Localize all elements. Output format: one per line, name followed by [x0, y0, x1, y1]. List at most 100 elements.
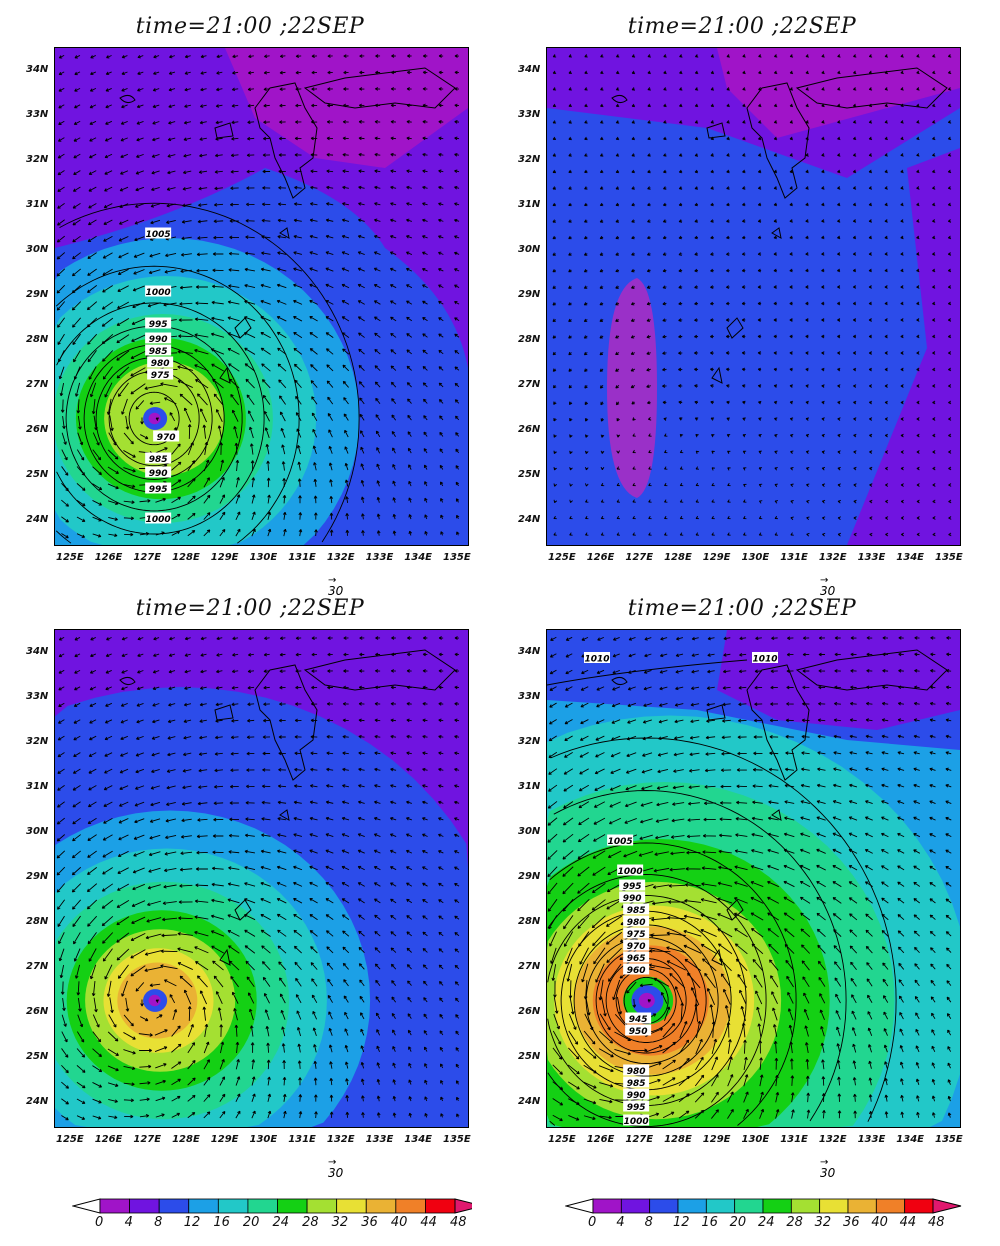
- wind-arrow: [389, 866, 397, 871]
- wind-arrow: [727, 1074, 734, 1087]
- lat-tick-label: 31N: [518, 781, 541, 792]
- isobar-label-box: [145, 344, 172, 356]
- wind-arrow: [358, 152, 365, 157]
- wind-arrow: [359, 636, 365, 640]
- colorbar-label: 16: [701, 1215, 718, 1230]
- wind-arrow: [800, 912, 811, 921]
- wind-arrow: [406, 120, 412, 124]
- wind-arrow: [261, 833, 271, 838]
- wind-arrow: [454, 185, 460, 190]
- wind-arrow: [548, 768, 558, 775]
- wind-arrow: [612, 979, 621, 1001]
- wind-arrow: [376, 530, 381, 536]
- wind-arrow: [125, 415, 130, 430]
- wind-arrow: [169, 412, 176, 422]
- wind-arrow: [598, 1065, 614, 1073]
- wind-arrow: [837, 285, 841, 289]
- wind-arrow: [344, 429, 349, 438]
- wind-arrow: [600, 482, 605, 487]
- wind-arrow: [655, 834, 669, 840]
- wind-arrow: [773, 1040, 778, 1054]
- wind-arrow: [116, 948, 130, 961]
- wind-arrow: [171, 443, 181, 455]
- wind-arrow: [438, 235, 444, 239]
- wind-arrow: [406, 284, 413, 289]
- wind-arrow: [107, 1031, 119, 1042]
- wind-arrow: [832, 800, 842, 804]
- wind-arrow: [678, 351, 683, 355]
- wind-arrow: [616, 996, 623, 1015]
- wind-arrow: [343, 413, 349, 421]
- wind-arrow: [802, 702, 810, 706]
- wind-arrow: [929, 914, 936, 920]
- wind-arrow: [727, 1091, 734, 1103]
- colorbar-label: 44: [899, 1215, 917, 1230]
- wind-arrow: [278, 735, 286, 739]
- wind-arrow: [326, 169, 334, 174]
- wind-arrow: [647, 169, 651, 174]
- wind-arrow: [374, 169, 381, 173]
- lon-tick-label: 128E: [664, 1134, 692, 1145]
- wind-arrow: [789, 169, 793, 174]
- wind-arrow: [741, 235, 746, 240]
- wind-arrow: [359, 995, 365, 1003]
- wind-arrow: [897, 734, 905, 739]
- wind-arrow: [151, 186, 160, 192]
- wind-arrow: [214, 785, 224, 789]
- wind-arrow: [219, 1041, 225, 1054]
- wind-arrow: [329, 495, 334, 504]
- wind-arrow: [821, 186, 825, 190]
- reference-arrow-icon: →: [820, 1157, 829, 1168]
- wind-arrow: [120, 719, 128, 724]
- wind-arrow: [790, 1075, 795, 1086]
- wind-arrow: [341, 833, 350, 837]
- wind-arrow: [678, 268, 683, 273]
- wind-arrow: [277, 816, 287, 821]
- wind-arrow: [799, 864, 811, 871]
- wind-arrow: [897, 914, 905, 921]
- wind-arrow: [549, 931, 557, 947]
- wind-arrow: [711, 1056, 719, 1071]
- wind-arrow: [390, 202, 397, 206]
- wind-arrow: [868, 70, 873, 75]
- wind-arrow: [183, 153, 192, 158]
- wind-arrow: [58, 948, 65, 962]
- wind-arrow: [155, 1079, 166, 1085]
- wind-arrow: [359, 669, 365, 673]
- wind-arrow: [327, 413, 333, 421]
- wind-arrow: [821, 433, 825, 438]
- wind-arrow: [916, 235, 920, 240]
- wind-arrow: [200, 54, 207, 59]
- wind-arrow: [267, 1076, 271, 1086]
- wind-arrow: [684, 898, 702, 903]
- wind-arrow: [295, 977, 302, 987]
- wind-arrow: [945, 800, 952, 804]
- wind-arrow: [422, 767, 428, 772]
- wind-arrow: [583, 1047, 597, 1059]
- wind-arrow: [694, 417, 699, 421]
- wind-arrow: [647, 136, 651, 141]
- wind-arrow: [341, 865, 350, 871]
- wind-arrow: [213, 235, 224, 240]
- wind-arrow: [326, 751, 334, 756]
- wind-arrow: [689, 768, 700, 773]
- wind-arrow: [913, 898, 921, 904]
- wind-arrow: [195, 285, 208, 289]
- wind-arrow: [454, 751, 460, 756]
- wind-arrow: [837, 384, 841, 388]
- wind-arrow: [694, 202, 699, 207]
- wind-arrow: [373, 866, 381, 871]
- wind-arrow: [552, 153, 557, 157]
- wind-arrow: [76, 1048, 86, 1058]
- wind-arrow: [592, 850, 606, 859]
- wind-arrow: [710, 384, 714, 388]
- wind-arrow: [77, 997, 82, 1012]
- wind-arrow: [182, 752, 192, 757]
- wind-arrow: [310, 946, 318, 954]
- wind-arrow: [309, 865, 318, 871]
- wind-arrow: [615, 235, 620, 240]
- wind-arrow: [742, 417, 746, 421]
- wind-arrow: [408, 1079, 412, 1085]
- wind-arrow: [342, 702, 349, 706]
- wind-arrow: [293, 898, 303, 904]
